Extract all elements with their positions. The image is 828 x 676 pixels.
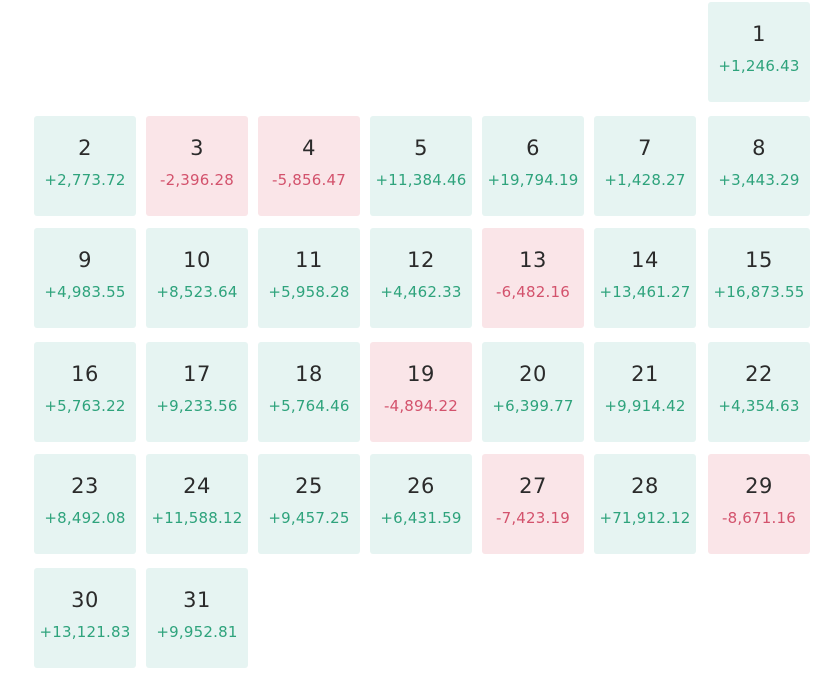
daily-pnl-value: +13,461.27 bbox=[599, 283, 691, 301]
calendar-day-cell[interactable]: 14 +13,461.27 bbox=[594, 228, 696, 328]
calendar-day-cell[interactable]: 28 +71,912.12 bbox=[594, 454, 696, 554]
day-number: 16 bbox=[71, 362, 99, 386]
calendar-day-cell[interactable]: 29 -8,671.16 bbox=[708, 454, 810, 554]
calendar-day-cell[interactable]: 16 +5,763.22 bbox=[34, 342, 136, 442]
day-number: 18 bbox=[295, 362, 323, 386]
calendar-day-cell[interactable]: 13 -6,482.16 bbox=[482, 228, 584, 328]
day-number: 2 bbox=[78, 136, 92, 160]
daily-pnl-value: +4,983.55 bbox=[44, 283, 126, 301]
day-number: 29 bbox=[745, 474, 773, 498]
calendar-day-cell[interactable]: 30 +13,121.83 bbox=[34, 568, 136, 668]
day-number: 10 bbox=[183, 248, 211, 272]
day-number: 11 bbox=[295, 248, 323, 272]
calendar-day-cell[interactable]: 6 +19,794.19 bbox=[482, 116, 584, 216]
daily-pnl-value: -8,671.16 bbox=[721, 509, 796, 527]
daily-pnl-value: +5,958.28 bbox=[268, 283, 350, 301]
daily-pnl-value: +9,233.56 bbox=[156, 397, 238, 415]
daily-pnl-value: +71,912.12 bbox=[599, 509, 691, 527]
daily-pnl-value: +8,492.08 bbox=[44, 509, 126, 527]
calendar-day-cell[interactable]: 18 +5,764.46 bbox=[258, 342, 360, 442]
day-number: 4 bbox=[302, 136, 316, 160]
calendar-day-cell[interactable]: 24 +11,588.12 bbox=[146, 454, 248, 554]
day-number: 19 bbox=[407, 362, 435, 386]
daily-pnl-value: +1,246.43 bbox=[718, 57, 800, 75]
day-number: 20 bbox=[519, 362, 547, 386]
daily-pnl-value: +11,384.46 bbox=[375, 171, 467, 189]
daily-pnl-value: -6,482.16 bbox=[495, 283, 570, 301]
day-number: 1 bbox=[752, 22, 766, 46]
day-number: 14 bbox=[631, 248, 659, 272]
day-number: 7 bbox=[638, 136, 652, 160]
daily-pnl-value: +5,763.22 bbox=[44, 397, 126, 415]
calendar-day-cell[interactable]: 10 +8,523.64 bbox=[146, 228, 248, 328]
calendar-day-cell[interactable]: 27 -7,423.19 bbox=[482, 454, 584, 554]
day-number: 22 bbox=[745, 362, 773, 386]
daily-pnl-value: +1,428.27 bbox=[604, 171, 686, 189]
calendar-day-cell[interactable]: 4 -5,856.47 bbox=[258, 116, 360, 216]
day-number: 13 bbox=[519, 248, 547, 272]
daily-pnl-value: -2,396.28 bbox=[159, 171, 234, 189]
calendar-day-cell[interactable]: 8 +3,443.29 bbox=[708, 116, 810, 216]
day-number: 27 bbox=[519, 474, 547, 498]
calendar-day-cell[interactable]: 21 +9,914.42 bbox=[594, 342, 696, 442]
day-number: 26 bbox=[407, 474, 435, 498]
day-number: 15 bbox=[745, 248, 773, 272]
day-number: 3 bbox=[190, 136, 204, 160]
calendar-day-cell[interactable]: 9 +4,983.55 bbox=[34, 228, 136, 328]
daily-pnl-value: +11,588.12 bbox=[151, 509, 243, 527]
calendar-day-cell[interactable]: 26 +6,431.59 bbox=[370, 454, 472, 554]
calendar-day-cell[interactable]: 15 +16,873.55 bbox=[708, 228, 810, 328]
daily-pnl-value: +9,952.81 bbox=[156, 623, 238, 641]
daily-pnl-value: +4,462.33 bbox=[380, 283, 462, 301]
daily-pnl-value: -5,856.47 bbox=[271, 171, 346, 189]
day-number: 21 bbox=[631, 362, 659, 386]
calendar-day-cell[interactable]: 1 +1,246.43 bbox=[708, 2, 810, 102]
calendar-day-cell[interactable]: 7 +1,428.27 bbox=[594, 116, 696, 216]
calendar-day-cell[interactable]: 19 -4,894.22 bbox=[370, 342, 472, 442]
calendar-day-cell[interactable]: 12 +4,462.33 bbox=[370, 228, 472, 328]
daily-pnl-value: +5,764.46 bbox=[268, 397, 350, 415]
day-number: 12 bbox=[407, 248, 435, 272]
daily-pnl-value: +2,773.72 bbox=[44, 171, 126, 189]
daily-pnl-value: +9,914.42 bbox=[604, 397, 686, 415]
daily-pnl-value: +6,431.59 bbox=[380, 509, 462, 527]
day-number: 23 bbox=[71, 474, 99, 498]
day-number: 24 bbox=[183, 474, 211, 498]
daily-pnl-value: +4,354.63 bbox=[718, 397, 800, 415]
calendar-day-cell[interactable]: 25 +9,457.25 bbox=[258, 454, 360, 554]
daily-pnl-value: -4,894.22 bbox=[383, 397, 458, 415]
calendar-day-cell[interactable]: 5 +11,384.46 bbox=[370, 116, 472, 216]
calendar-day-cell[interactable]: 31 +9,952.81 bbox=[146, 568, 248, 668]
calendar-day-cell[interactable]: 22 +4,354.63 bbox=[708, 342, 810, 442]
day-number: 5 bbox=[414, 136, 428, 160]
day-number: 17 bbox=[183, 362, 211, 386]
calendar-day-cell[interactable]: 20 +6,399.77 bbox=[482, 342, 584, 442]
calendar-day-cell[interactable]: 2 +2,773.72 bbox=[34, 116, 136, 216]
calendar-day-cell[interactable]: 23 +8,492.08 bbox=[34, 454, 136, 554]
calendar-day-cell[interactable]: 17 +9,233.56 bbox=[146, 342, 248, 442]
daily-pnl-value: +3,443.29 bbox=[718, 171, 800, 189]
calendar-day-cell[interactable]: 11 +5,958.28 bbox=[258, 228, 360, 328]
day-number: 8 bbox=[752, 136, 766, 160]
day-number: 30 bbox=[71, 588, 99, 612]
daily-pnl-value: +19,794.19 bbox=[487, 171, 579, 189]
day-number: 25 bbox=[295, 474, 323, 498]
daily-pnl-value: +9,457.25 bbox=[268, 509, 350, 527]
calendar-day-cell[interactable]: 3 -2,396.28 bbox=[146, 116, 248, 216]
daily-pnl-value: +8,523.64 bbox=[156, 283, 238, 301]
day-number: 9 bbox=[78, 248, 92, 272]
daily-pnl-value: +6,399.77 bbox=[492, 397, 574, 415]
day-number: 31 bbox=[183, 588, 211, 612]
day-number: 28 bbox=[631, 474, 659, 498]
day-number: 6 bbox=[526, 136, 540, 160]
daily-pnl-value: +13,121.83 bbox=[39, 623, 131, 641]
daily-pnl-value: -7,423.19 bbox=[495, 509, 570, 527]
daily-pnl-value: +16,873.55 bbox=[713, 283, 805, 301]
